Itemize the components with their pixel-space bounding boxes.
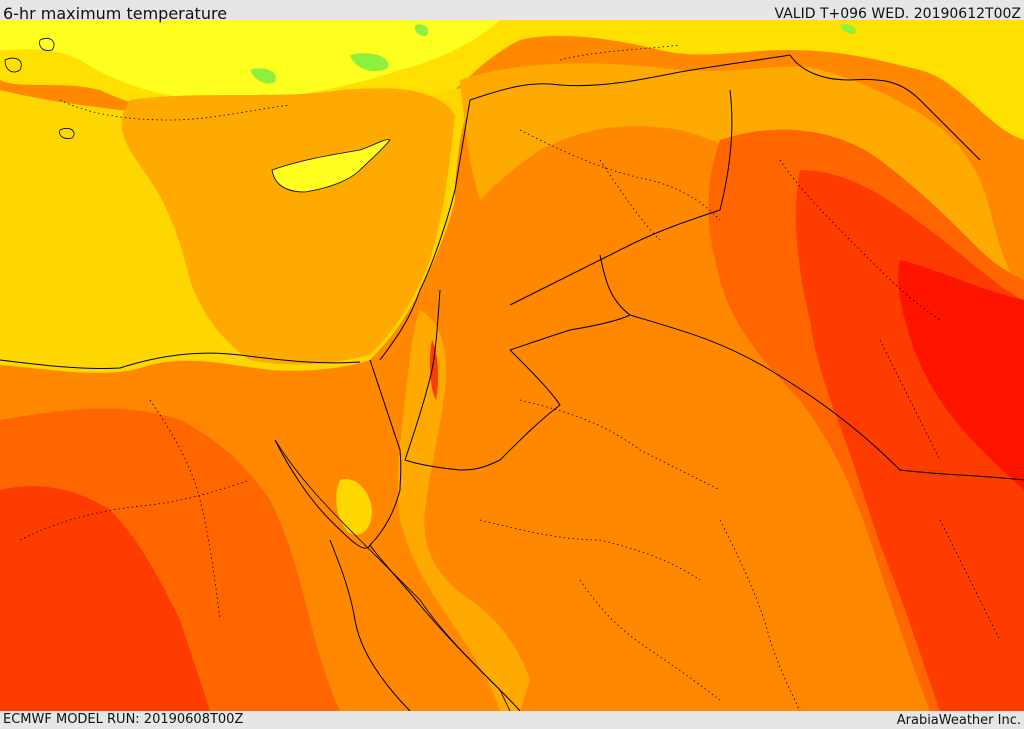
border-saudi-iraq [629, 314, 1024, 481]
country-borders [0, 54, 1024, 711]
cyprus-island [271, 139, 391, 193]
aegean-islands [4, 37, 75, 139]
border-jordan-iraq [509, 254, 631, 351]
green-patch-2 [350, 53, 389, 72]
rift-amber-strip [397, 310, 530, 711]
levant-amber [460, 63, 1024, 310]
green-patch [250, 68, 276, 84]
east-red-core [897, 260, 1024, 490]
red-spot [178, 439, 206, 476]
red-spot-2 [230, 499, 254, 528]
temperature-map[interactable] [0, 20, 1024, 711]
credit-label: ArabiaWeather Inc. [896, 713, 1021, 728]
footer-bar [0, 711, 1024, 729]
header-bar [0, 0, 1024, 20]
border-jordan-saudi [404, 349, 561, 471]
border-syria-iraq [789, 54, 981, 161]
egypt-red-orange [0, 486, 210, 711]
coast-gulf-suez [329, 539, 411, 711]
border-turkey-syria [469, 54, 791, 101]
valid-time: VALID T+096 WED. 20190612T00Z [774, 6, 1021, 22]
border-israel-jordan [404, 289, 441, 461]
border-egypt-israel [369, 359, 402, 491]
green-patch-3 [414, 24, 429, 36]
sinai-yellow-spot [336, 479, 372, 535]
light-yellow-patch [0, 20, 500, 100]
map-title: 6-hr maximum temperature [3, 4, 228, 23]
coast-redsea-east [369, 489, 521, 711]
dead-sea-rift [429, 340, 439, 400]
coast-redsea-west [274, 439, 371, 549]
coast-egypt [0, 352, 361, 369]
coast-levant [379, 99, 471, 361]
admin-boundaries [19, 44, 1001, 711]
model-run-label: ECMWF MODEL RUN: 20190608T00Z [3, 712, 244, 727]
green-patch-4 [840, 24, 856, 34]
border-syria-iraq-south [509, 89, 733, 306]
